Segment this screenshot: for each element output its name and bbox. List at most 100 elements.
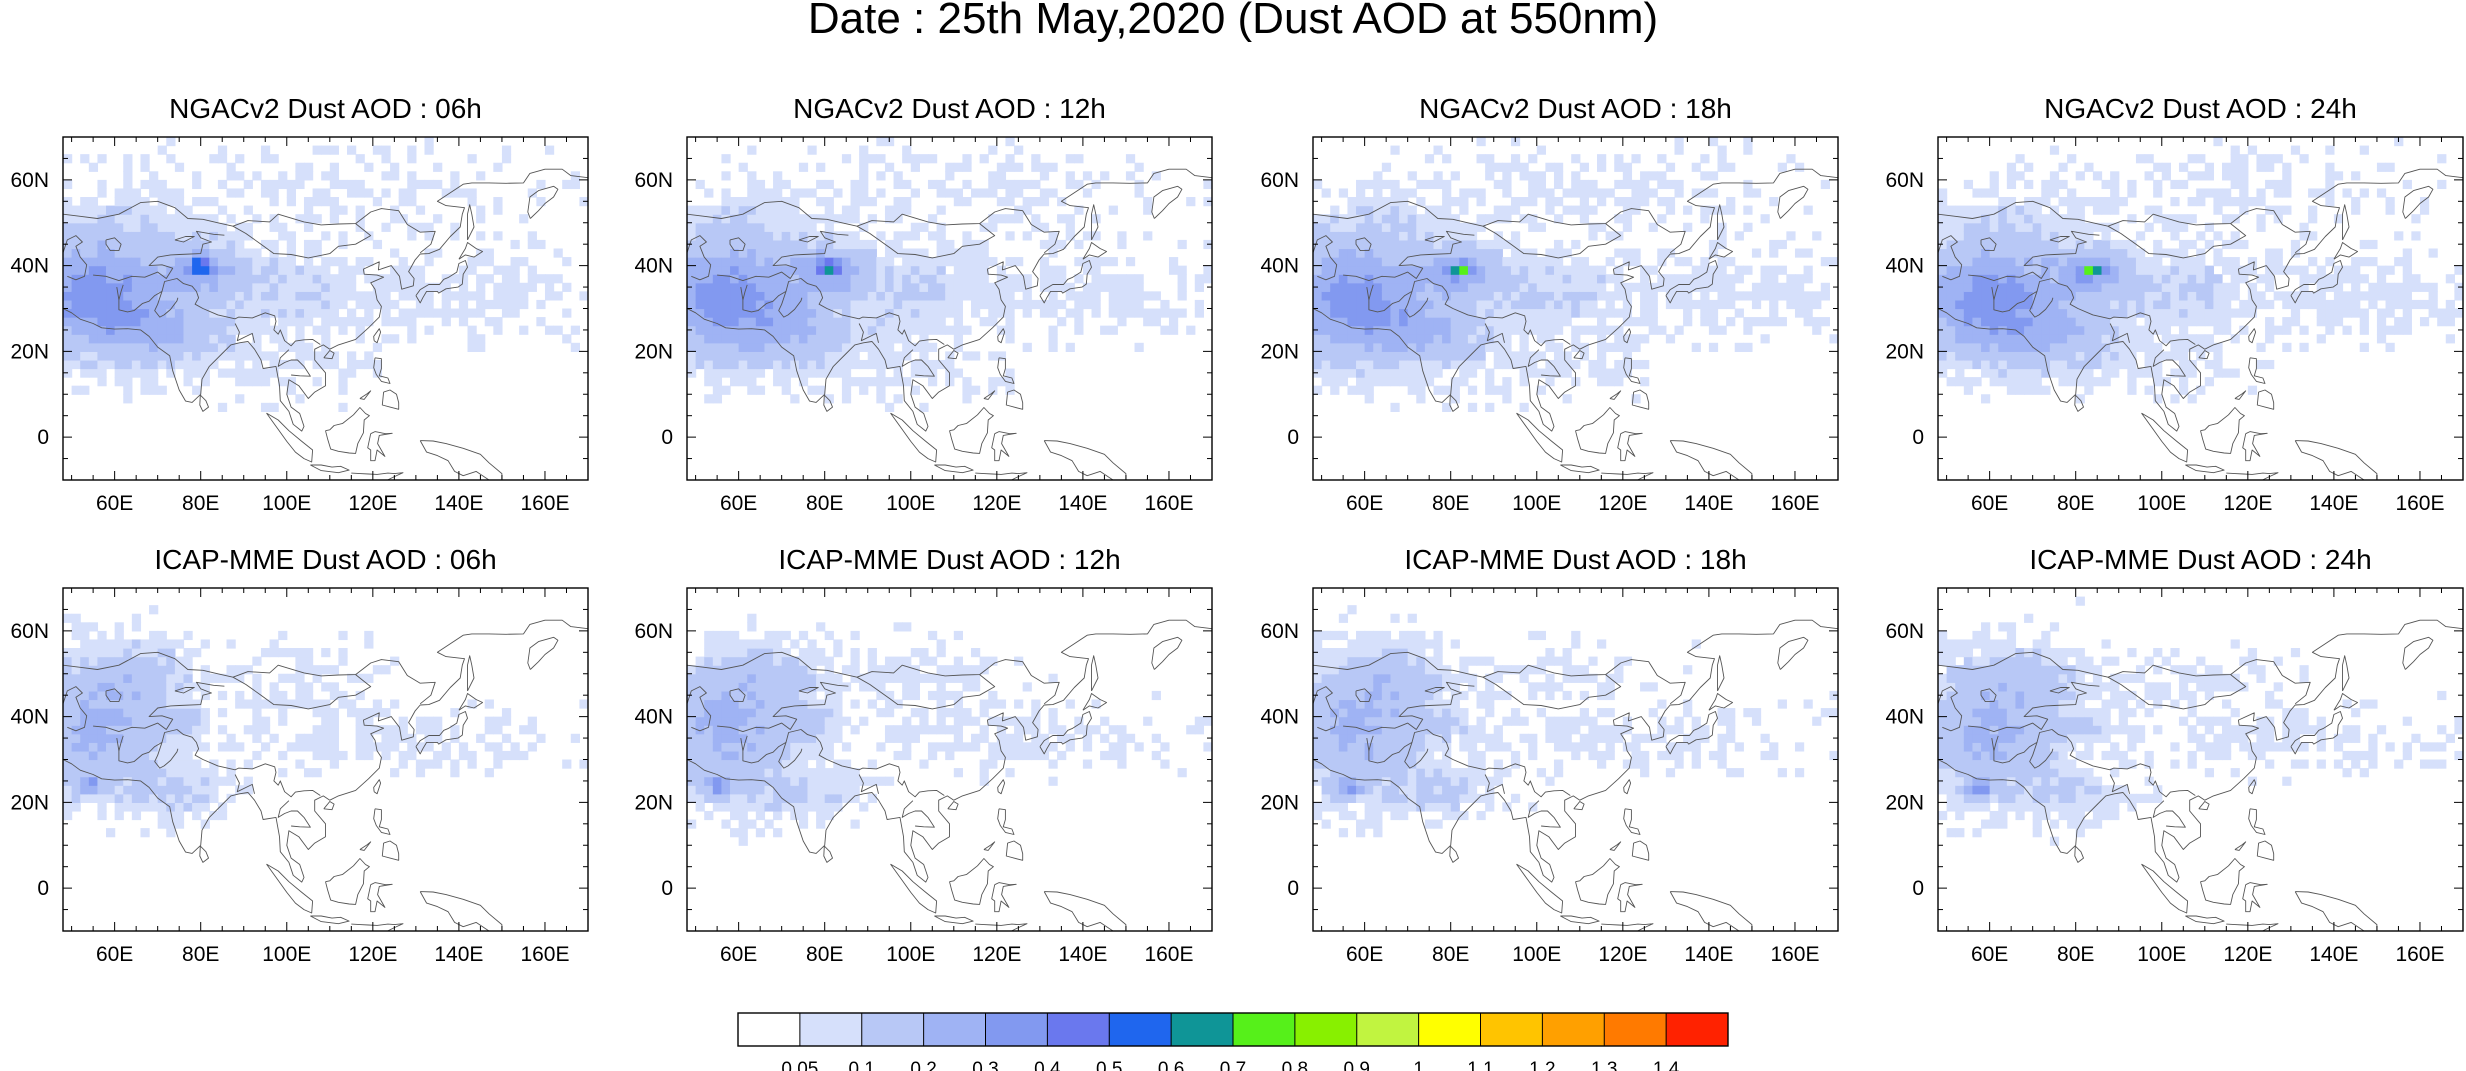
lon-tick-label: 140E (1684, 943, 1733, 966)
lon-tick-label: 160E (520, 492, 569, 515)
colorbar-label: 0.8 (1282, 1059, 1308, 1071)
map-panel-icap-06: ICAP-MME Dust AOD : 06h 60N 40N 20N 0 60E 80E 1… (10, 544, 589, 966)
lat-tick-label: 0 (661, 426, 673, 449)
colorbar-label: 1.4 (1653, 1059, 1680, 1071)
coastlines (1938, 168, 2463, 480)
lon-tick-label: 80E (1432, 492, 1469, 515)
lat-tick-label: 0 (1287, 426, 1299, 449)
lat-tick-label: 20N (1885, 340, 1924, 363)
lon-tick-label: 140E (1058, 943, 1107, 966)
lon-tick-label: 140E (434, 943, 483, 966)
dust-aod-field (687, 588, 1212, 931)
lon-tick-label: 100E (2137, 492, 2186, 515)
lat-tick-label: 20N (1260, 340, 1299, 363)
map-panel-icap-12: ICAP-MME Dust AOD : 12h 60N 40N 20N 0 60E 80E 1… (634, 544, 1213, 966)
colorbar-swatch (1356, 1013, 1419, 1046)
lon-tick-label: 60E (96, 943, 133, 966)
colorbar-label: 1.1 (1467, 1059, 1493, 1071)
colorbar-swatch (1604, 1013, 1667, 1046)
colorbar-swatch (985, 1013, 1048, 1046)
dust-aod-field (1313, 588, 1838, 931)
lat-tick-label: 0 (37, 426, 49, 449)
panel-title: ICAP-MME Dust AOD : 18h (1404, 544, 1746, 575)
lon-tick-label: 140E (1684, 492, 1733, 515)
lon-tick-label: 100E (262, 943, 311, 966)
panel-title: ICAP-MME Dust AOD : 12h (778, 544, 1120, 575)
colorbar-label: 0.3 (972, 1059, 998, 1071)
lon-tick-label: 140E (434, 492, 483, 515)
colorbar-swatch (1171, 1013, 1234, 1046)
lon-tick-label: 80E (2057, 943, 2094, 966)
lat-tick-label: 60N (10, 620, 49, 643)
lon-tick-label: 140E (2309, 492, 2358, 515)
colorbar-label: 1.3 (1591, 1059, 1617, 1071)
figure-title: Date : 25th May,2020 (Dust AOD at 550nm) (808, 0, 1658, 43)
lon-tick-label: 100E (262, 492, 311, 515)
lat-tick-label: 60N (1260, 169, 1299, 192)
lon-tick-label: 140E (2309, 943, 2358, 966)
lon-tick-label: 160E (1144, 943, 1193, 966)
colorbar-swatch (1294, 1013, 1358, 1046)
axis-ticks (687, 136, 1213, 481)
colorbar-label: 0.1 (849, 1059, 875, 1071)
panel-title: NGACv2 Dust AOD : 18h (1419, 93, 1732, 124)
lon-tick-label: 80E (182, 492, 219, 515)
axis-ticks (1313, 587, 1839, 932)
colorbar-swatch (738, 1013, 801, 1046)
lon-tick-label: 80E (182, 943, 219, 966)
map-panel-ngac-12: NGACv2 Dust AOD : 12h 60N 40N 20N 0 60E 80E 100… (634, 93, 1213, 515)
map-panel-icap-24: ICAP-MME Dust AOD : 24h 60N 40N 20N 0 60E 80E 1… (1885, 544, 2464, 966)
colorbar-label: 1.2 (1529, 1059, 1555, 1071)
coastlines (1313, 168, 1838, 480)
map-panel-ngac-18: NGACv2 Dust AOD : 18h 60N 40N 20N 0 60E 80E 100… (1260, 93, 1839, 515)
map-panels: NGACv2 Dust AOD : 06h 60N 40N 20N 0 60E 80E 100… (10, 93, 2464, 966)
colorbar-label: 0.4 (1034, 1059, 1061, 1071)
coastlines (63, 168, 588, 480)
lat-tick-label: 0 (1912, 877, 1924, 900)
map-panel-ngac-24: NGACv2 Dust AOD : 24h 60N 40N 20N 0 60E 80E 100… (1885, 93, 2464, 515)
lon-tick-label: 80E (1432, 943, 1469, 966)
colorbar-swatch (923, 1013, 986, 1046)
lon-tick-label: 100E (1512, 943, 1561, 966)
lat-tick-label: 40N (10, 706, 49, 729)
lon-tick-label: 160E (1770, 943, 1819, 966)
lat-tick-label: 20N (1260, 791, 1299, 814)
lon-tick-label: 100E (1512, 492, 1561, 515)
lat-tick-label: 40N (1885, 706, 1924, 729)
colorbar-frame (737, 1012, 1729, 1047)
lon-tick-label: 120E (2223, 943, 2272, 966)
lat-tick-label: 20N (1885, 791, 1924, 814)
lon-tick-label: 120E (972, 943, 1021, 966)
lat-tick-label: 40N (1885, 255, 1924, 278)
lat-tick-label: 60N (1885, 169, 1924, 192)
lon-tick-label: 80E (806, 943, 843, 966)
lon-tick-label: 160E (2395, 492, 2444, 515)
axis-ticks (687, 587, 1213, 932)
colorbar-label: 0.6 (1158, 1059, 1184, 1071)
lon-tick-label: 120E (1598, 943, 1647, 966)
lon-tick-label: 60E (1346, 943, 1383, 966)
axis-ticks (63, 587, 589, 932)
colorbar-label: 0.2 (910, 1059, 936, 1071)
lon-tick-label: 160E (1144, 492, 1193, 515)
lat-tick-label: 60N (1260, 620, 1299, 643)
lat-tick-label: 0 (37, 877, 49, 900)
lat-tick-label: 20N (10, 791, 49, 814)
lon-tick-label: 60E (720, 492, 757, 515)
colorbar-swatch (799, 1013, 863, 1046)
axis-ticks (63, 136, 589, 481)
lat-tick-label: 60N (1885, 620, 1924, 643)
lat-tick-label: 20N (10, 340, 49, 363)
panel-title: NGACv2 Dust AOD : 24h (2044, 93, 2357, 124)
lon-tick-label: 120E (1598, 492, 1647, 515)
lat-tick-label: 40N (1260, 706, 1299, 729)
colorbar-label: 1 (1413, 1059, 1424, 1071)
lat-tick-label: 40N (1260, 255, 1299, 278)
colorbar-swatch (1480, 1013, 1543, 1046)
colorbar-swatch (1542, 1013, 1605, 1046)
lon-tick-label: 100E (2137, 943, 2186, 966)
lon-tick-label: 120E (348, 492, 397, 515)
map-panel-ngac-06: NGACv2 Dust AOD : 06h 60N 40N 20N 0 60E 80E 100… (10, 93, 589, 515)
colorbar-swatch (1418, 1013, 1481, 1046)
lon-tick-label: 160E (1770, 492, 1819, 515)
